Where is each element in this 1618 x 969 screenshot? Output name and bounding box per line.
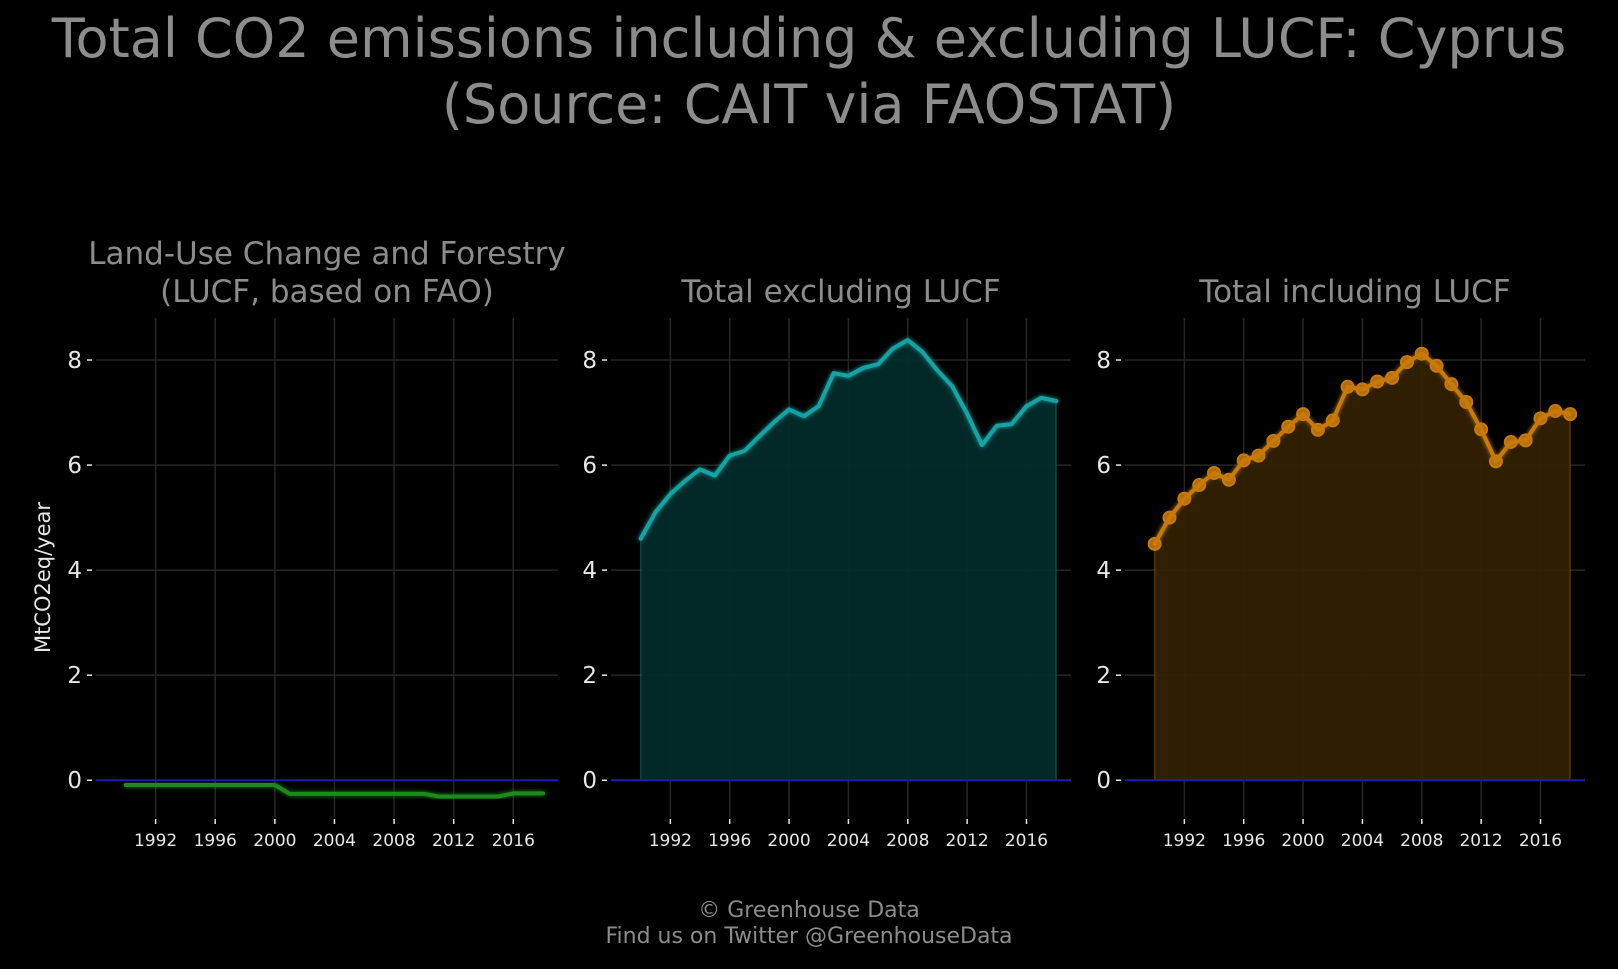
series-area (1154, 353, 1571, 781)
data-point (1147, 536, 1162, 551)
data-point (1548, 403, 1563, 418)
x-tick-label: 1992 (1163, 831, 1206, 851)
data-point (1177, 491, 1192, 506)
data-point (1488, 454, 1503, 469)
panel-title: Total including LUCF (1198, 274, 1510, 310)
x-tick-label: 2016 (1519, 831, 1562, 851)
title-line-1: Total CO2 emissions including & excludin… (51, 7, 1567, 70)
x-tick-label: 2012 (945, 831, 988, 851)
x-tick-label: 2012 (432, 831, 475, 851)
x-tick-label: 1992 (134, 831, 177, 851)
x-tick-label: 2008 (886, 831, 929, 851)
y-tick-label: 4 (582, 558, 597, 584)
data-point (1563, 407, 1578, 422)
x-tick-label: 2000 (253, 831, 296, 851)
data-point (1370, 374, 1385, 389)
x-tick-label: 2004 (313, 831, 356, 851)
copyright-text: © Greenhouse Data (698, 898, 920, 923)
x-tick-label: 1996 (708, 831, 751, 851)
panel-title: (LUCF, based on FAO) (160, 274, 494, 310)
data-point (1192, 478, 1207, 493)
x-tick-label: 2004 (827, 831, 870, 851)
panel-3: 0 2 4 6 8 1992 1996 2000 2004 2008 2012 2016 Total i… (1096, 274, 1585, 851)
y-tick-label: 2 (67, 663, 82, 689)
data-point (1221, 472, 1236, 487)
series-area (640, 340, 1057, 781)
y-tick-label: 2 (1096, 663, 1111, 689)
y-tick-label: 6 (1096, 453, 1111, 479)
title-line-2: (Source: CAIT via FAOSTAT) (441, 73, 1177, 136)
y-tick-label: 8 (67, 348, 82, 374)
y-tick-label: 0 (1096, 768, 1111, 794)
x-tick-label: 1996 (1222, 831, 1265, 851)
data-point (1518, 433, 1533, 448)
data-point (1474, 422, 1489, 437)
panel-1: 0 2 4 6 8 1992 1996 2000 2004 2008 2012 2016 Land-Us… (31, 236, 566, 851)
data-point (1207, 465, 1222, 480)
y-tick-label: 4 (1096, 558, 1111, 584)
data-point (1266, 433, 1281, 448)
data-point (1503, 434, 1518, 449)
data-point (1162, 510, 1177, 525)
data-point (1444, 377, 1459, 392)
y-tick-label: 6 (582, 453, 597, 479)
data-point (1355, 382, 1370, 397)
y-tick-label: 8 (582, 348, 597, 374)
data-point (1325, 413, 1340, 428)
x-tick-label: 2016 (492, 831, 535, 851)
x-tick-label: 2000 (1281, 831, 1324, 851)
x-tick-label: 2012 (1459, 831, 1502, 851)
data-point (1533, 411, 1548, 426)
data-point (1251, 448, 1266, 463)
chart-main-title: Total CO2 emissions including & excludin… (0, 6, 1618, 138)
series-line (123, 783, 546, 799)
data-point (1340, 379, 1355, 394)
footer: © Greenhouse Data Find us on Twitter @Gr… (0, 898, 1618, 950)
data-point (1296, 407, 1311, 422)
panel-title: Total excluding LUCF (680, 274, 1000, 310)
data-point (1459, 395, 1474, 410)
x-tick-label: 2008 (1400, 831, 1443, 851)
data-point (1310, 422, 1325, 437)
data-point (1399, 355, 1414, 370)
x-tick-label: 2000 (767, 831, 810, 851)
x-tick-label: 1992 (649, 831, 692, 851)
x-tick-label: 1996 (194, 831, 237, 851)
series-line (638, 338, 1059, 541)
x-tick-label: 2008 (372, 831, 415, 851)
data-point (1236, 453, 1251, 468)
y-tick-label: 0 (67, 768, 82, 794)
x-tick-label: 2016 (1005, 831, 1048, 851)
twitter-credit: Find us on Twitter @GreenhouseData (605, 924, 1013, 949)
y-tick-label: 6 (67, 453, 82, 479)
data-point (1281, 419, 1296, 434)
x-tick-label: 2004 (1341, 831, 1384, 851)
y-axis-label: MtCO2eq/year (31, 502, 55, 653)
data-point (1414, 346, 1429, 361)
y-tick-label: 4 (67, 558, 82, 584)
data-point (1429, 358, 1444, 373)
panel-title: Land-Use Change and Forestry (88, 236, 566, 272)
y-tick-label: 0 (582, 768, 597, 794)
y-tick-label: 2 (582, 663, 597, 689)
y-tick-label: 8 (1096, 348, 1111, 374)
data-point (1385, 370, 1400, 385)
panel-2: 0 2 4 6 8 1992 1996 2000 2004 2008 2012 2016 Total e… (582, 274, 1071, 851)
